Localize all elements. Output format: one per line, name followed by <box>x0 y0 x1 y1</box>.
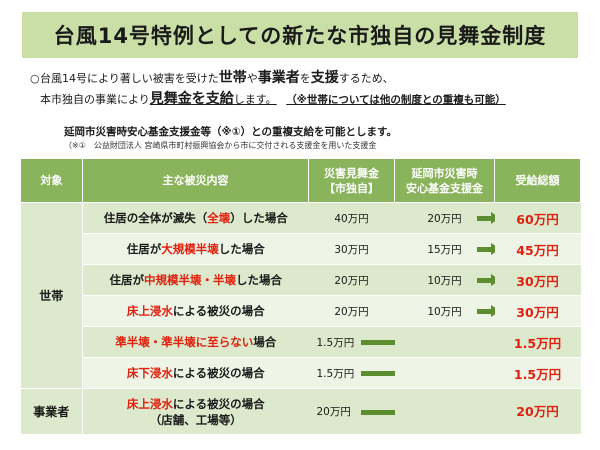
intro-text-segment: や <box>246 72 258 85</box>
intro-line-1: 台風14号により著しい被害を受けた世帯や事業者を支援するため、 <box>40 68 580 89</box>
damage-text: 住居の全体が滅失（ <box>103 211 208 225</box>
footnote: （※① 公益財団法人 宮崎県市町村振興協会から市に交付される支援金を用いた支援金 <box>64 141 377 150</box>
arrow-icon <box>476 212 500 224</box>
header-mimai-line1: 災害見舞金 <box>324 166 379 180</box>
intro-emphasis-business: 事業者 <box>257 70 300 86</box>
header-fund-line1: 延岡市災害時 <box>411 166 478 180</box>
table-row: 床下浸水による被災の場合 1.5万円 1.5万円 <box>21 357 581 389</box>
mimai-cell: 1.5万円 <box>308 326 500 358</box>
fund-cell <box>394 388 495 435</box>
damage-cell: 住居の全体が滅失（全壊）した場合 <box>82 202 309 234</box>
arrow-icon <box>476 243 500 255</box>
header-fund: 延岡市災害時 安心基金支援金 <box>394 158 495 203</box>
header-fund-line2: 安心基金支援金 <box>406 181 483 195</box>
bullet-marker: ○ <box>30 72 40 85</box>
header-mimai-line2: 【市独自】 <box>324 181 379 195</box>
damage-cell: 床上浸水による被災の場合 （店舗、工場等） <box>82 388 309 435</box>
table-row: 準半壊・準半壊に至らない場合 1.5万円 1.5万円 <box>21 326 581 358</box>
damage-emphasis: 全壊 <box>207 211 231 225</box>
intro-text: ○ 台風14号により著しい被害を受けた世帯や事業者を支援するため、 本市独自の事… <box>30 68 580 111</box>
damage-cell: 準半壊・準半壊に至らない場合 <box>82 326 309 358</box>
damage-cell: 住居が中規模半壊・半壊した場合 <box>82 264 309 296</box>
total-cell: 1.5万円 <box>494 326 581 358</box>
intro-emphasis-mimaikin: 見舞金 <box>149 91 192 107</box>
damage-cell: 床下浸水による被災の場合 <box>82 357 309 389</box>
category-business: 事業者 <box>20 388 83 435</box>
fund-cell: 10万円 <box>394 264 500 296</box>
table-header-row: 対象 主な被災内容 災害見舞金 【市独自】 延岡市災害時 安心基金支援金 受給総額 <box>20 158 581 203</box>
damage-text: による被災の場合 <box>172 366 265 380</box>
table-row: 住居が大規模半壊した場合 30万円 15万円 45万円 <box>21 233 581 265</box>
title-banner: 台風14号特例としての新たな市独自の見舞金制度 <box>22 12 578 58</box>
arrow-icon <box>476 305 500 317</box>
table-row: 床上浸水による被災の場合 20万円 10万円 30万円 <box>21 295 581 327</box>
header-mimai: 災害見舞金 【市独自】 <box>308 158 395 203</box>
intro-emphasis-household: 世帯 <box>218 70 247 86</box>
table-row: 事業者 床上浸水による被災の場合 （店舗、工場等） 20万円 20万円 <box>20 388 581 435</box>
damage-text: による被災の場合 <box>172 304 265 318</box>
damage-text: ）した場合 <box>230 211 288 225</box>
intro-emphasis-support: 支援 <box>310 70 339 86</box>
header-category: 対象 <box>20 158 83 203</box>
fund-cell: 10万円 <box>394 295 500 327</box>
damage-text: による被災の場合 <box>172 396 265 411</box>
duplicate-payment-note: 延岡市災害時安心基金支援金等（※①）との重複支給を可能とします。 <box>64 126 397 138</box>
fund-cell: 20万円 <box>394 202 500 234</box>
mimai-amount: 1.5万円 <box>316 336 355 349</box>
mimai-cell: 1.5万円 <box>308 357 500 389</box>
damage-text: 住居が <box>126 242 162 256</box>
damage-cell: 床上浸水による被災の場合 <box>82 295 309 327</box>
fund-amount: 10万円 <box>427 274 462 287</box>
mimai-cell: 20万円 <box>308 295 395 327</box>
intro-emphasis-payment: 支給 <box>205 91 234 107</box>
intro-overlap-note: （※世帯については他の制度との重複も可能） <box>286 94 506 106</box>
intro-text-segment: するため、 <box>338 72 394 85</box>
total-cell: 60万円 <box>494 202 581 234</box>
intro-text-segment: を <box>299 72 311 85</box>
damage-text: した場合 <box>236 273 282 287</box>
damage-emphasis: 準半壊・準半壊に至らない <box>115 335 254 349</box>
total-cell: 30万円 <box>494 295 581 327</box>
table-row: 世帯 住居の全体が滅失（全壊）した場合 40万円 20万円 60万円 <box>20 202 581 389</box>
fund-amount: 10万円 <box>427 305 462 318</box>
intro-line-2: 本市独自の事業により見舞金を支給します。 （※世帯については他の制度との重複も可… <box>40 89 580 111</box>
damage-emphasis: 床上浸水 <box>126 304 173 318</box>
total-cell: 20万円 <box>494 388 581 435</box>
page-title: 台風14号特例としての新たな市独自の見舞金制度 <box>53 24 547 48</box>
damage-emphasis: 床上浸水 <box>126 396 173 411</box>
table-row: 住居が中規模半壊・半壊した場合 20万円 10万円 30万円 <box>21 264 581 296</box>
fund-cell <box>394 326 495 358</box>
arrow-icon <box>476 274 500 286</box>
total-cell: 1.5万円 <box>494 357 581 389</box>
damage-text: 住居が <box>109 273 145 287</box>
relief-table: 対象 主な被災内容 災害見舞金 【市独自】 延岡市災害時 安心基金支援金 受給総額 … <box>20 158 581 435</box>
total-cell: 45万円 <box>494 233 581 265</box>
category-household: 世帯 <box>20 202 83 389</box>
intro-text-segment: します。 <box>233 93 277 106</box>
intro-text-segment: を <box>191 91 206 107</box>
mimai-cell: 20万円 <box>308 388 500 435</box>
fund-cell: 15万円 <box>394 233 500 265</box>
damage-text: した場合 <box>218 242 265 256</box>
damage-text: 場合 <box>253 335 277 349</box>
fund-cell <box>394 357 495 389</box>
header-total: 受給総額 <box>494 158 581 203</box>
intro-text-segment: 台風14号により著しい被害を受けた <box>40 72 219 85</box>
damage-emphasis: 床下浸水 <box>126 366 173 380</box>
damage-text-line2: （店舗、工場等） <box>149 412 242 427</box>
mimai-cell: 40万円 <box>308 202 395 234</box>
mimai-amount: 1.5万円 <box>316 367 355 380</box>
fund-amount: 15万円 <box>427 243 462 256</box>
intro-text-segment: 本市独自の事業により <box>40 93 150 106</box>
damage-cell: 住居が大規模半壊した場合 <box>82 233 309 265</box>
mimai-cell: 20万円 <box>308 264 395 296</box>
header-damage: 主な被災内容 <box>82 158 309 203</box>
damage-emphasis: 中規模半壊・半壊 <box>144 273 236 287</box>
mimai-amount: 20万円 <box>316 405 351 418</box>
mimai-cell: 30万円 <box>308 233 395 265</box>
fund-amount: 20万円 <box>427 212 462 225</box>
damage-emphasis: 大規模半壊 <box>161 242 219 256</box>
total-cell: 30万円 <box>494 264 581 296</box>
